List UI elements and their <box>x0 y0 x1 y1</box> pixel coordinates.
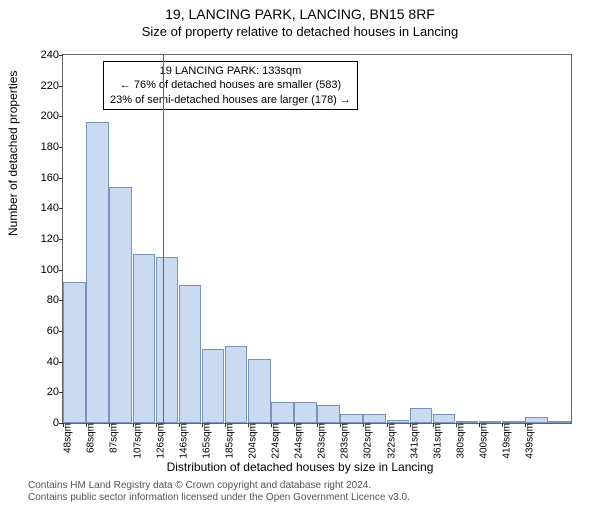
plot-area: 19 LANCING PARK: 133sqm ← 76% of detache… <box>62 54 572 424</box>
x-tick-label: 283sqm <box>338 423 351 459</box>
x-tick-label: 400sqm <box>476 423 489 459</box>
footer-attribution: Contains HM Land Registry data © Crown c… <box>28 480 410 504</box>
footer-line: Contains public sector information licen… <box>28 492 410 504</box>
footer-line: Contains HM Land Registry data © Crown c… <box>28 480 410 492</box>
x-tick-label: 439sqm <box>523 423 536 459</box>
chart-title: 19, LANCING PARK, LANCING, BN15 8RF <box>0 6 600 22</box>
histogram-bar <box>225 346 248 423</box>
x-tick-label: 126sqm <box>153 423 166 459</box>
histogram-bar <box>340 414 363 423</box>
histogram-bar <box>317 405 340 423</box>
x-tick-label: 87sqm <box>107 423 120 453</box>
histogram-bar <box>156 257 179 423</box>
x-tick-label: 185sqm <box>222 423 235 459</box>
x-tick-label: 224sqm <box>269 423 282 459</box>
y-tick-mark <box>59 208 63 209</box>
x-tick-label: 204sqm <box>245 423 258 459</box>
x-tick-label: 322sqm <box>384 423 397 459</box>
x-tick-label: 302sqm <box>361 423 374 459</box>
annotation-line: 19 LANCING PARK: 133sqm <box>110 64 351 78</box>
x-tick-label: 380sqm <box>453 423 466 459</box>
y-tick-mark <box>59 86 63 87</box>
histogram-bar <box>363 414 386 423</box>
histogram-bar <box>271 402 294 423</box>
y-tick-mark <box>59 270 63 271</box>
histogram-bar <box>179 285 202 423</box>
x-axis-label: Distribution of detached houses by size … <box>0 460 600 474</box>
histogram-bar <box>63 282 86 423</box>
marker-annotation: 19 LANCING PARK: 133sqm ← 76% of detache… <box>103 61 358 110</box>
y-tick-mark <box>59 147 63 148</box>
y-tick-mark <box>59 116 63 117</box>
y-tick-mark <box>59 55 63 56</box>
histogram-bar <box>433 414 456 423</box>
annotation-line: 23% of semi-detached houses are larger (… <box>110 93 351 107</box>
x-tick-label: 419sqm <box>499 423 512 459</box>
annotation-line: ← 76% of detached houses are smaller (58… <box>110 78 351 92</box>
histogram-bar <box>248 359 271 423</box>
chart-subtitle: Size of property relative to detached ho… <box>0 24 600 39</box>
x-tick-label: 263sqm <box>315 423 328 459</box>
histogram-bar <box>294 402 317 423</box>
histogram-bar <box>86 122 109 423</box>
histogram-bar <box>548 421 571 423</box>
x-tick-label: 146sqm <box>176 423 189 459</box>
x-tick-label: 361sqm <box>430 423 443 459</box>
x-tick-label: 48sqm <box>61 423 74 453</box>
marker-line <box>163 55 164 423</box>
x-tick-label: 107sqm <box>130 423 143 459</box>
x-tick-label: 341sqm <box>407 423 420 459</box>
x-tick-label: 165sqm <box>199 423 212 459</box>
y-tick-mark <box>59 239 63 240</box>
x-tick-label: 244sqm <box>292 423 305 459</box>
histogram-bar <box>202 349 225 423</box>
histogram-bar <box>410 408 433 423</box>
y-axis-label: Number of detached properties <box>6 71 20 236</box>
histogram-bar <box>133 254 156 423</box>
x-tick-label: 68sqm <box>84 423 97 453</box>
histogram-bar <box>109 187 132 423</box>
chart-container: 19, LANCING PARK, LANCING, BN15 8RF Size… <box>0 6 600 506</box>
y-tick-mark <box>59 178 63 179</box>
